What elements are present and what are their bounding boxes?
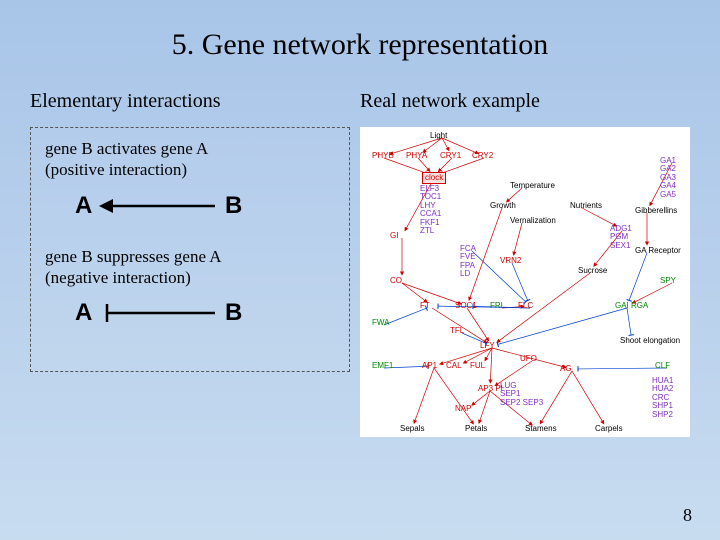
network-node-lug: LUGSEP1SEP2 SEP3 — [500, 382, 543, 407]
network-node-flc: FLC — [518, 302, 533, 310]
network-node-growth: Growth — [490, 202, 516, 210]
node-a: A — [75, 299, 92, 326]
activation-label: gene B activates gene A (positive intera… — [45, 138, 339, 181]
network-node-cry1: CRY1 — [440, 152, 461, 160]
network-node-gibb: Gibberellins — [635, 207, 677, 215]
activation-block: gene B activates gene A (positive intera… — [41, 138, 339, 228]
network-node-stamens: Stamens — [525, 425, 557, 433]
network-node-cal: CAL — [446, 362, 462, 370]
network-node-emf1: EMF1 — [372, 362, 393, 370]
activation-line2: (positive interaction) — [45, 160, 187, 179]
network-node-phya: PHYA — [406, 152, 427, 160]
network-node-co: CO — [390, 277, 402, 285]
network-node-nap: NAP — [455, 405, 471, 413]
network-node-nutr: Nutrients — [570, 202, 602, 210]
network-node-hua: HUA1HUA2CRCSHP1SHP2 — [652, 377, 673, 419]
network-node-clf: CLF — [655, 362, 670, 370]
network-node-garec: GA Receptor — [635, 247, 681, 255]
suppression-arrow-icon: A B — [65, 296, 265, 330]
activation-diagram: A B — [65, 189, 339, 228]
activation-line1: gene B activates gene A — [45, 139, 208, 158]
network-node-clock: clock — [422, 172, 446, 184]
network-node-light: Light — [430, 132, 447, 140]
network-node-cry2: CRY2 — [472, 152, 493, 160]
network-node-sepals: Sepals — [400, 425, 424, 433]
left-heading: Elementary interactions — [30, 90, 350, 113]
network-node-ga1: GA1GA2GA3GA4GA5 — [660, 157, 676, 199]
network-node-soc1: SOC1 — [455, 302, 477, 310]
network-node-fca: FCAFVEFPALD — [460, 245, 476, 279]
node-a: A — [75, 192, 92, 219]
network-node-vrn2: VRN2 — [500, 257, 521, 265]
suppression-label: gene B suppresses gene A (negative inter… — [45, 246, 339, 289]
suppression-diagram: A B — [65, 296, 339, 335]
slide-title: 5. Gene network representation — [0, 0, 720, 62]
network-node-ufo: UFO — [520, 355, 537, 363]
network-node-ag: AG — [560, 365, 572, 373]
page-number: 8 — [683, 505, 692, 526]
network-node-carpels: Carpels — [595, 425, 623, 433]
node-b: B — [225, 299, 242, 326]
network-node-gai: GAI RGA — [615, 302, 648, 310]
network-node-petals: Petals — [465, 425, 487, 433]
network-node-tfl: TFL — [450, 327, 464, 335]
network-node-adg1: ADG1PGMSEX1 — [610, 225, 632, 250]
node-b: B — [225, 192, 242, 219]
network-node-gi: GI — [390, 232, 398, 240]
network-node-shoot: Shoot elongation — [620, 337, 680, 345]
suppression-block: gene B suppresses gene A (negative inter… — [41, 246, 339, 336]
network-node-lfy: LFY — [480, 342, 495, 350]
content-columns: Elementary interactions gene B activates… — [0, 90, 720, 437]
network-node-ft: FT — [420, 302, 430, 310]
network-node-fri: FRI — [490, 302, 503, 310]
network-node-temp: Temperature — [510, 182, 555, 190]
network-diagram: Light PHYB PHYA CRY1 CRY2 clockELF3TOC1LHYCCA… — [360, 127, 690, 437]
right-heading: Real network example — [360, 90, 690, 113]
network-node-elf3: ELF3TOC1LHYCCA1FKF1ZTL — [420, 185, 441, 235]
network-node-phyb: PHYB — [372, 152, 394, 160]
elementary-box: gene B activates gene A (positive intera… — [30, 127, 350, 372]
right-column: Real network example Light PHYB PHYA CRY1 CR… — [360, 90, 690, 437]
network-node-ap1: AP1 — [422, 362, 437, 370]
activation-arrow-icon: A B — [65, 189, 265, 223]
network-node-ful: FUL — [470, 362, 485, 370]
suppression-line1: gene B suppresses gene A — [45, 247, 222, 266]
left-column: Elementary interactions gene B activates… — [30, 90, 350, 437]
network-node-vern: Vernalization — [510, 217, 556, 225]
network-node-fwa: FWA — [372, 319, 389, 327]
network-node-spy: SPY — [660, 277, 676, 285]
suppression-line2: (negative interaction) — [45, 268, 191, 287]
network-node-sucrose: Sucrose — [578, 267, 607, 275]
